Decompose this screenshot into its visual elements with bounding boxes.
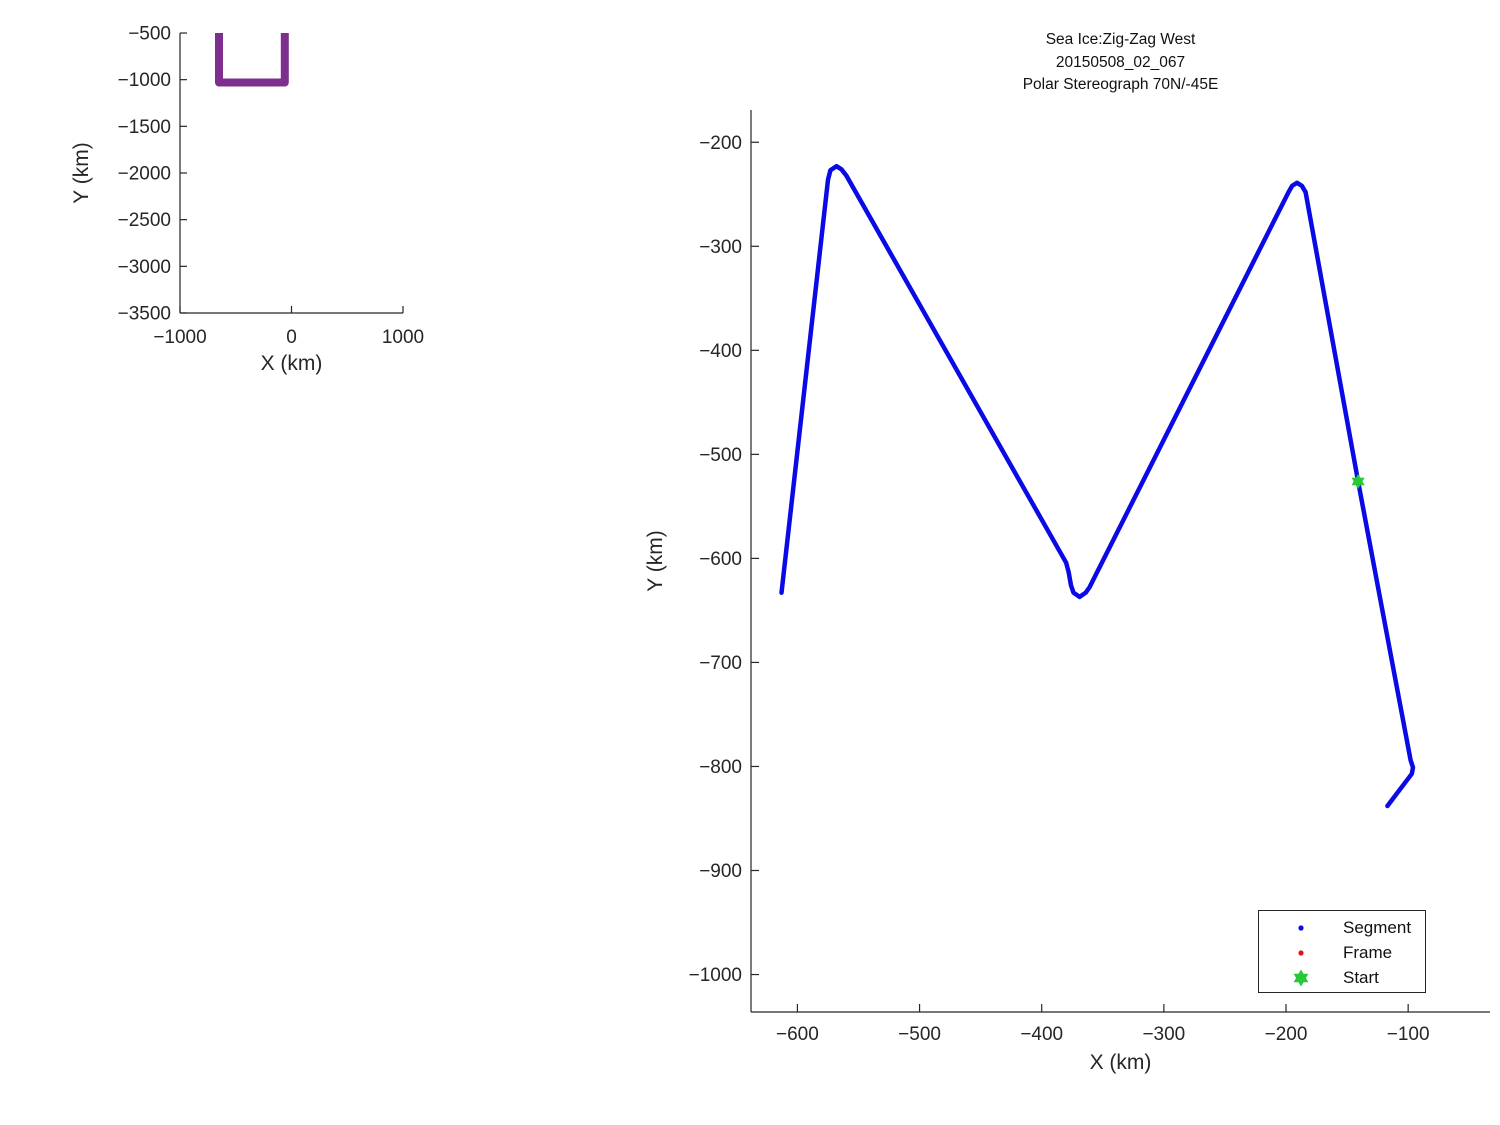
y-tick-label: −300 <box>699 237 742 258</box>
x-tick-label: −1000 <box>153 327 206 348</box>
y-tick-label: −1000 <box>689 965 742 986</box>
segment-legend-marker-canvas <box>1298 924 1304 931</box>
frame-legend-marker <box>1298 949 1304 956</box>
legend-box: Segment Frame Start <box>1258 910 1426 993</box>
track-path <box>215 33 289 87</box>
legend-label-segment: Segment <box>1343 917 1412 937</box>
y-tick-label: −500 <box>699 445 742 466</box>
plot-title-line-1: Sea Ice:Zig-Zag West <box>1045 31 1196 48</box>
plot-title: Sea Ice:Zig-Zag West 20150508_02_067 Pol… <box>751 29 1490 97</box>
plot-title-line-2: 20150508_02_067 <box>1055 53 1186 71</box>
start-legend-marker <box>1293 969 1309 986</box>
y-tick-label: −600 <box>699 549 742 570</box>
x-tick-label: −100 <box>1387 1024 1430 1045</box>
y-tick-label: −2500 <box>118 210 171 231</box>
legend-row-start: Start <box>1259 965 1425 990</box>
main-y-axis-label: Y (km) <box>644 530 667 592</box>
x-tick-label: −200 <box>1265 1024 1308 1045</box>
y-tick-label: −2000 <box>118 164 171 185</box>
legend-row-frame: Frame <box>1259 940 1425 965</box>
start-legend-marker-canvas <box>1293 969 1309 986</box>
segment-legend-marker <box>1298 924 1304 931</box>
legend-label-start: Start <box>1343 967 1379 987</box>
overview-x-axis-label: X (km) <box>260 352 323 375</box>
y-tick-label: −200 <box>699 133 742 154</box>
x-tick-label: 0 <box>286 327 297 348</box>
y-tick-label: −900 <box>699 861 742 882</box>
overview-plot: −1000 0 1000 −500 −1000 −1500 −2000 −2500 −3000 −… <box>118 24 425 349</box>
overview-y-axis-label: Y (km) <box>70 142 93 204</box>
frame-legend-marker-canvas <box>1298 949 1304 956</box>
y-tick-label: −400 <box>699 341 742 362</box>
x-tick-label: −600 <box>776 1024 819 1045</box>
y-tick-label: −1000 <box>118 70 171 91</box>
legend-label-frame: Frame <box>1343 942 1393 962</box>
plot-title-line-3: Polar Stereograph 70N/-45E <box>1022 76 1219 93</box>
y-tick-label: −3000 <box>118 257 171 278</box>
x-tick-label: 1000 <box>382 327 424 348</box>
x-tick-label: −300 <box>1142 1024 1185 1045</box>
y-tick-label: −500 <box>128 24 171 45</box>
x-tick-label: −500 <box>898 1024 941 1045</box>
y-tick-label: −800 <box>699 757 742 778</box>
legend-row-segment: Segment <box>1259 915 1425 940</box>
start-marker <box>1351 473 1365 489</box>
y-tick-label: −700 <box>699 653 742 674</box>
detail-plot: −600 −500 −400 −300 −200 −100 −200 −300 −400 −500… <box>689 110 1490 1045</box>
main-x-axis-label: X (km) <box>1089 1051 1152 1074</box>
x-tick-label: −400 <box>1020 1024 1063 1045</box>
y-tick-label: −3500 <box>118 304 171 325</box>
y-tick-label: −1500 <box>118 117 171 138</box>
segment-path <box>779 163 1416 809</box>
